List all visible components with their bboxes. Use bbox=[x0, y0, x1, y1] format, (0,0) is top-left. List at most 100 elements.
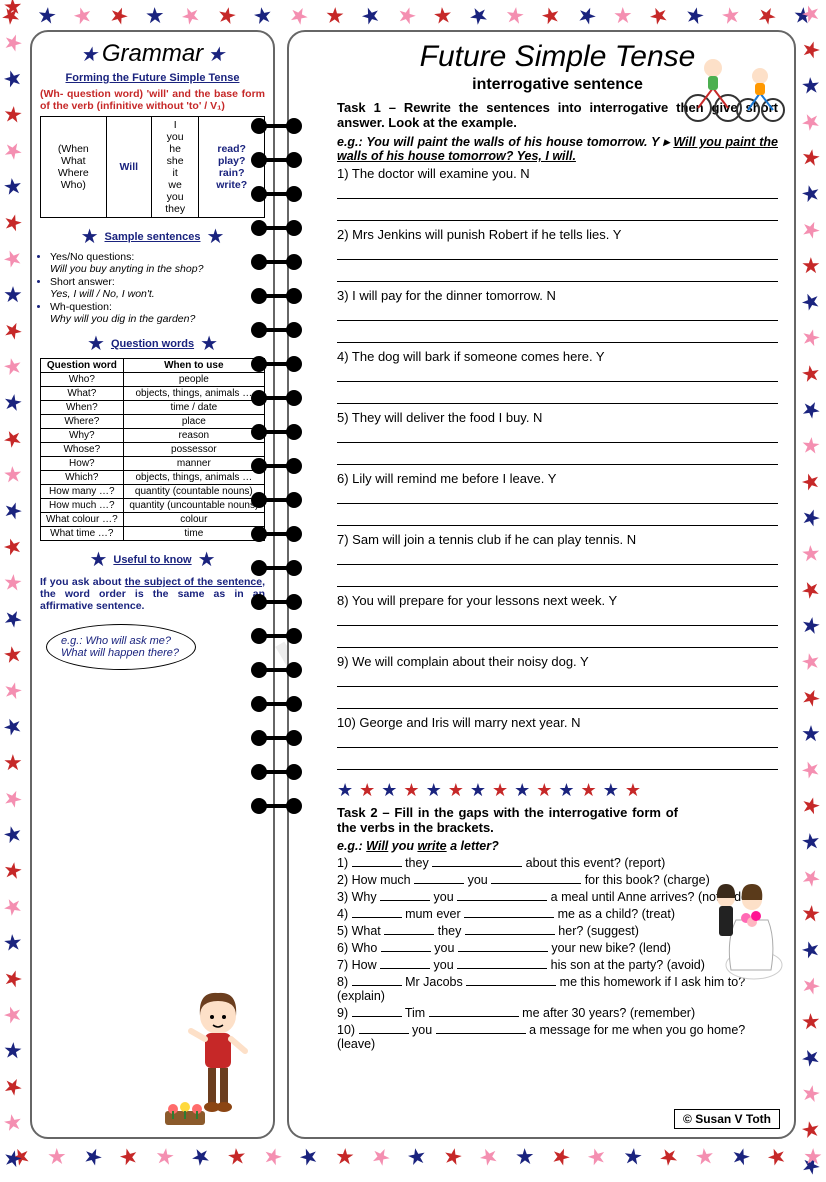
gap-blank[interactable] bbox=[352, 855, 402, 867]
useful-text: If you ask about the subject of the sent… bbox=[40, 576, 265, 612]
qw-heading-text: Question words bbox=[111, 338, 194, 350]
star-icon: ★ bbox=[198, 547, 216, 572]
task2-ex-u1: Will bbox=[366, 839, 388, 853]
answer-line[interactable] bbox=[337, 244, 778, 260]
answer-line[interactable] bbox=[337, 610, 778, 626]
grammar-title-text: Grammar bbox=[102, 40, 203, 68]
gap-blank[interactable] bbox=[458, 940, 548, 952]
gap-blank[interactable] bbox=[432, 855, 522, 867]
task1-question: 2) Mrs Jenkins will punish Robert if he … bbox=[337, 227, 778, 242]
task1-question: 6) Lily will remind me before I leave. Y bbox=[337, 471, 778, 486]
qw-cell: How many …? bbox=[41, 485, 124, 499]
answer-line[interactable] bbox=[337, 305, 778, 321]
sample-item: Short answer:Yes, I will / No, I won't. bbox=[50, 276, 265, 300]
qw-cell: reason bbox=[123, 429, 264, 443]
qw-cell: Why? bbox=[41, 429, 124, 443]
grammar-title: ★ Grammar ★ bbox=[40, 40, 265, 68]
qw-cell: quantity (countable nouns) bbox=[123, 485, 264, 499]
form-cell-wh: (When What Where Who) bbox=[41, 117, 107, 218]
task2-ex-pre: e.g.: bbox=[337, 839, 366, 853]
answer-line[interactable] bbox=[337, 510, 778, 526]
answer-line[interactable] bbox=[337, 183, 778, 199]
qw-cell: manner bbox=[123, 457, 264, 471]
qw-cell: colour bbox=[123, 513, 264, 527]
gap-blank[interactable] bbox=[380, 889, 430, 901]
answer-line[interactable] bbox=[337, 388, 778, 404]
task1-question: 4) The dog will bark if someone comes he… bbox=[337, 349, 778, 364]
gap-blank[interactable] bbox=[414, 872, 464, 884]
gap-blank[interactable] bbox=[380, 957, 430, 969]
answer-line[interactable] bbox=[337, 427, 778, 443]
wedding-illustration bbox=[696, 870, 786, 980]
task2-example: e.g.: Will you write a letter? bbox=[337, 839, 778, 853]
answer-line[interactable] bbox=[337, 549, 778, 565]
gap-blank[interactable] bbox=[352, 1005, 402, 1017]
answer-line[interactable] bbox=[337, 571, 778, 587]
gap-blank[interactable] bbox=[429, 1005, 519, 1017]
qw-cell: Who? bbox=[41, 373, 124, 387]
qw-header: Question word bbox=[41, 359, 124, 373]
gap-blank[interactable] bbox=[381, 940, 431, 952]
answer-line[interactable] bbox=[337, 754, 778, 770]
task2-question: 10) you a message for me when you go hom… bbox=[337, 1022, 778, 1051]
star-icon: ★ bbox=[89, 547, 107, 572]
qw-cell: possessor bbox=[123, 443, 264, 457]
gap-blank[interactable] bbox=[457, 957, 547, 969]
task1-question: 9) We will complain about their noisy do… bbox=[337, 654, 778, 669]
task2-question: 1) they about this event? (report) bbox=[337, 855, 778, 870]
answer-line[interactable] bbox=[337, 671, 778, 687]
form-cell-pronouns: I you he she it we you they bbox=[151, 117, 198, 218]
task1-question: 3) I will pay for the dinner tomorrow. N bbox=[337, 288, 778, 303]
answer-line[interactable] bbox=[337, 205, 778, 221]
task2-ex-u2: write bbox=[417, 839, 446, 853]
gap-blank[interactable] bbox=[352, 974, 402, 986]
spiral-binding bbox=[249, 112, 309, 826]
exercises-panel: Future Simple Tense interrogative senten… bbox=[287, 30, 796, 1139]
useful-heading-text: Useful to know bbox=[113, 554, 191, 566]
gap-blank[interactable] bbox=[436, 1022, 526, 1034]
task1-question: 10) George and Iris will marry next year… bbox=[337, 715, 778, 730]
qw-cell: objects, things, animals … bbox=[123, 387, 264, 401]
sample-item: Wh-question:Why will you dig in the gard… bbox=[50, 301, 265, 325]
form-cell-will: Will bbox=[106, 117, 151, 218]
qw-cell: How? bbox=[41, 457, 124, 471]
star-icon: ★ bbox=[80, 42, 98, 67]
answer-line[interactable] bbox=[337, 732, 778, 748]
qw-cell: objects, things, animals … bbox=[123, 471, 264, 485]
gap-blank[interactable] bbox=[464, 906, 554, 918]
useful-heading: ★ Useful to know ★ bbox=[40, 547, 265, 572]
answer-line[interactable] bbox=[337, 449, 778, 465]
task1-list: 1) The doctor will examine you. N 2) Mrs … bbox=[337, 166, 778, 770]
answer-line[interactable] bbox=[337, 327, 778, 343]
gap-blank[interactable] bbox=[465, 923, 555, 935]
qw-cell: Whose? bbox=[41, 443, 124, 457]
star-icon: ★ bbox=[207, 42, 225, 67]
qw-cell: Where? bbox=[41, 415, 124, 429]
qw-cell: place bbox=[123, 415, 264, 429]
qw-cell: How much …? bbox=[41, 499, 124, 513]
task1-question: 7) Sam will join a tennis club if he can… bbox=[337, 532, 778, 547]
task2-intro: Task 2 – Fill in the gaps with the inter… bbox=[337, 805, 778, 835]
qw-cell: What? bbox=[41, 387, 124, 401]
answer-line[interactable] bbox=[337, 632, 778, 648]
answer-line[interactable] bbox=[337, 488, 778, 504]
task1-question: 8) You will prepare for your lessons nex… bbox=[337, 593, 778, 608]
gap-blank[interactable] bbox=[384, 923, 434, 935]
qw-cell: Which? bbox=[41, 471, 124, 485]
answer-line[interactable] bbox=[337, 366, 778, 382]
author-credit: © Susan V Toth bbox=[674, 1109, 780, 1129]
formation-table: (When What Where Who) Will I you he she … bbox=[40, 116, 265, 218]
gap-blank[interactable] bbox=[457, 889, 547, 901]
task1-ex-pre: e.g.: You will paint the walls of his ho… bbox=[337, 135, 673, 149]
gap-blank[interactable] bbox=[466, 974, 556, 986]
qw-cell: time bbox=[123, 527, 264, 541]
sample-heading-text: Sample sentences bbox=[105, 231, 201, 243]
qw-cell: quantity (uncountable nouns) bbox=[123, 499, 264, 513]
gap-blank[interactable] bbox=[491, 872, 581, 884]
gap-blank[interactable] bbox=[352, 906, 402, 918]
task1-question: 1) The doctor will examine you. N bbox=[337, 166, 778, 181]
question-words-table: Question wordWhen to useWho?peopleWhat?o… bbox=[40, 358, 265, 541]
answer-line[interactable] bbox=[337, 693, 778, 709]
gap-blank[interactable] bbox=[359, 1022, 409, 1034]
answer-line[interactable] bbox=[337, 266, 778, 282]
